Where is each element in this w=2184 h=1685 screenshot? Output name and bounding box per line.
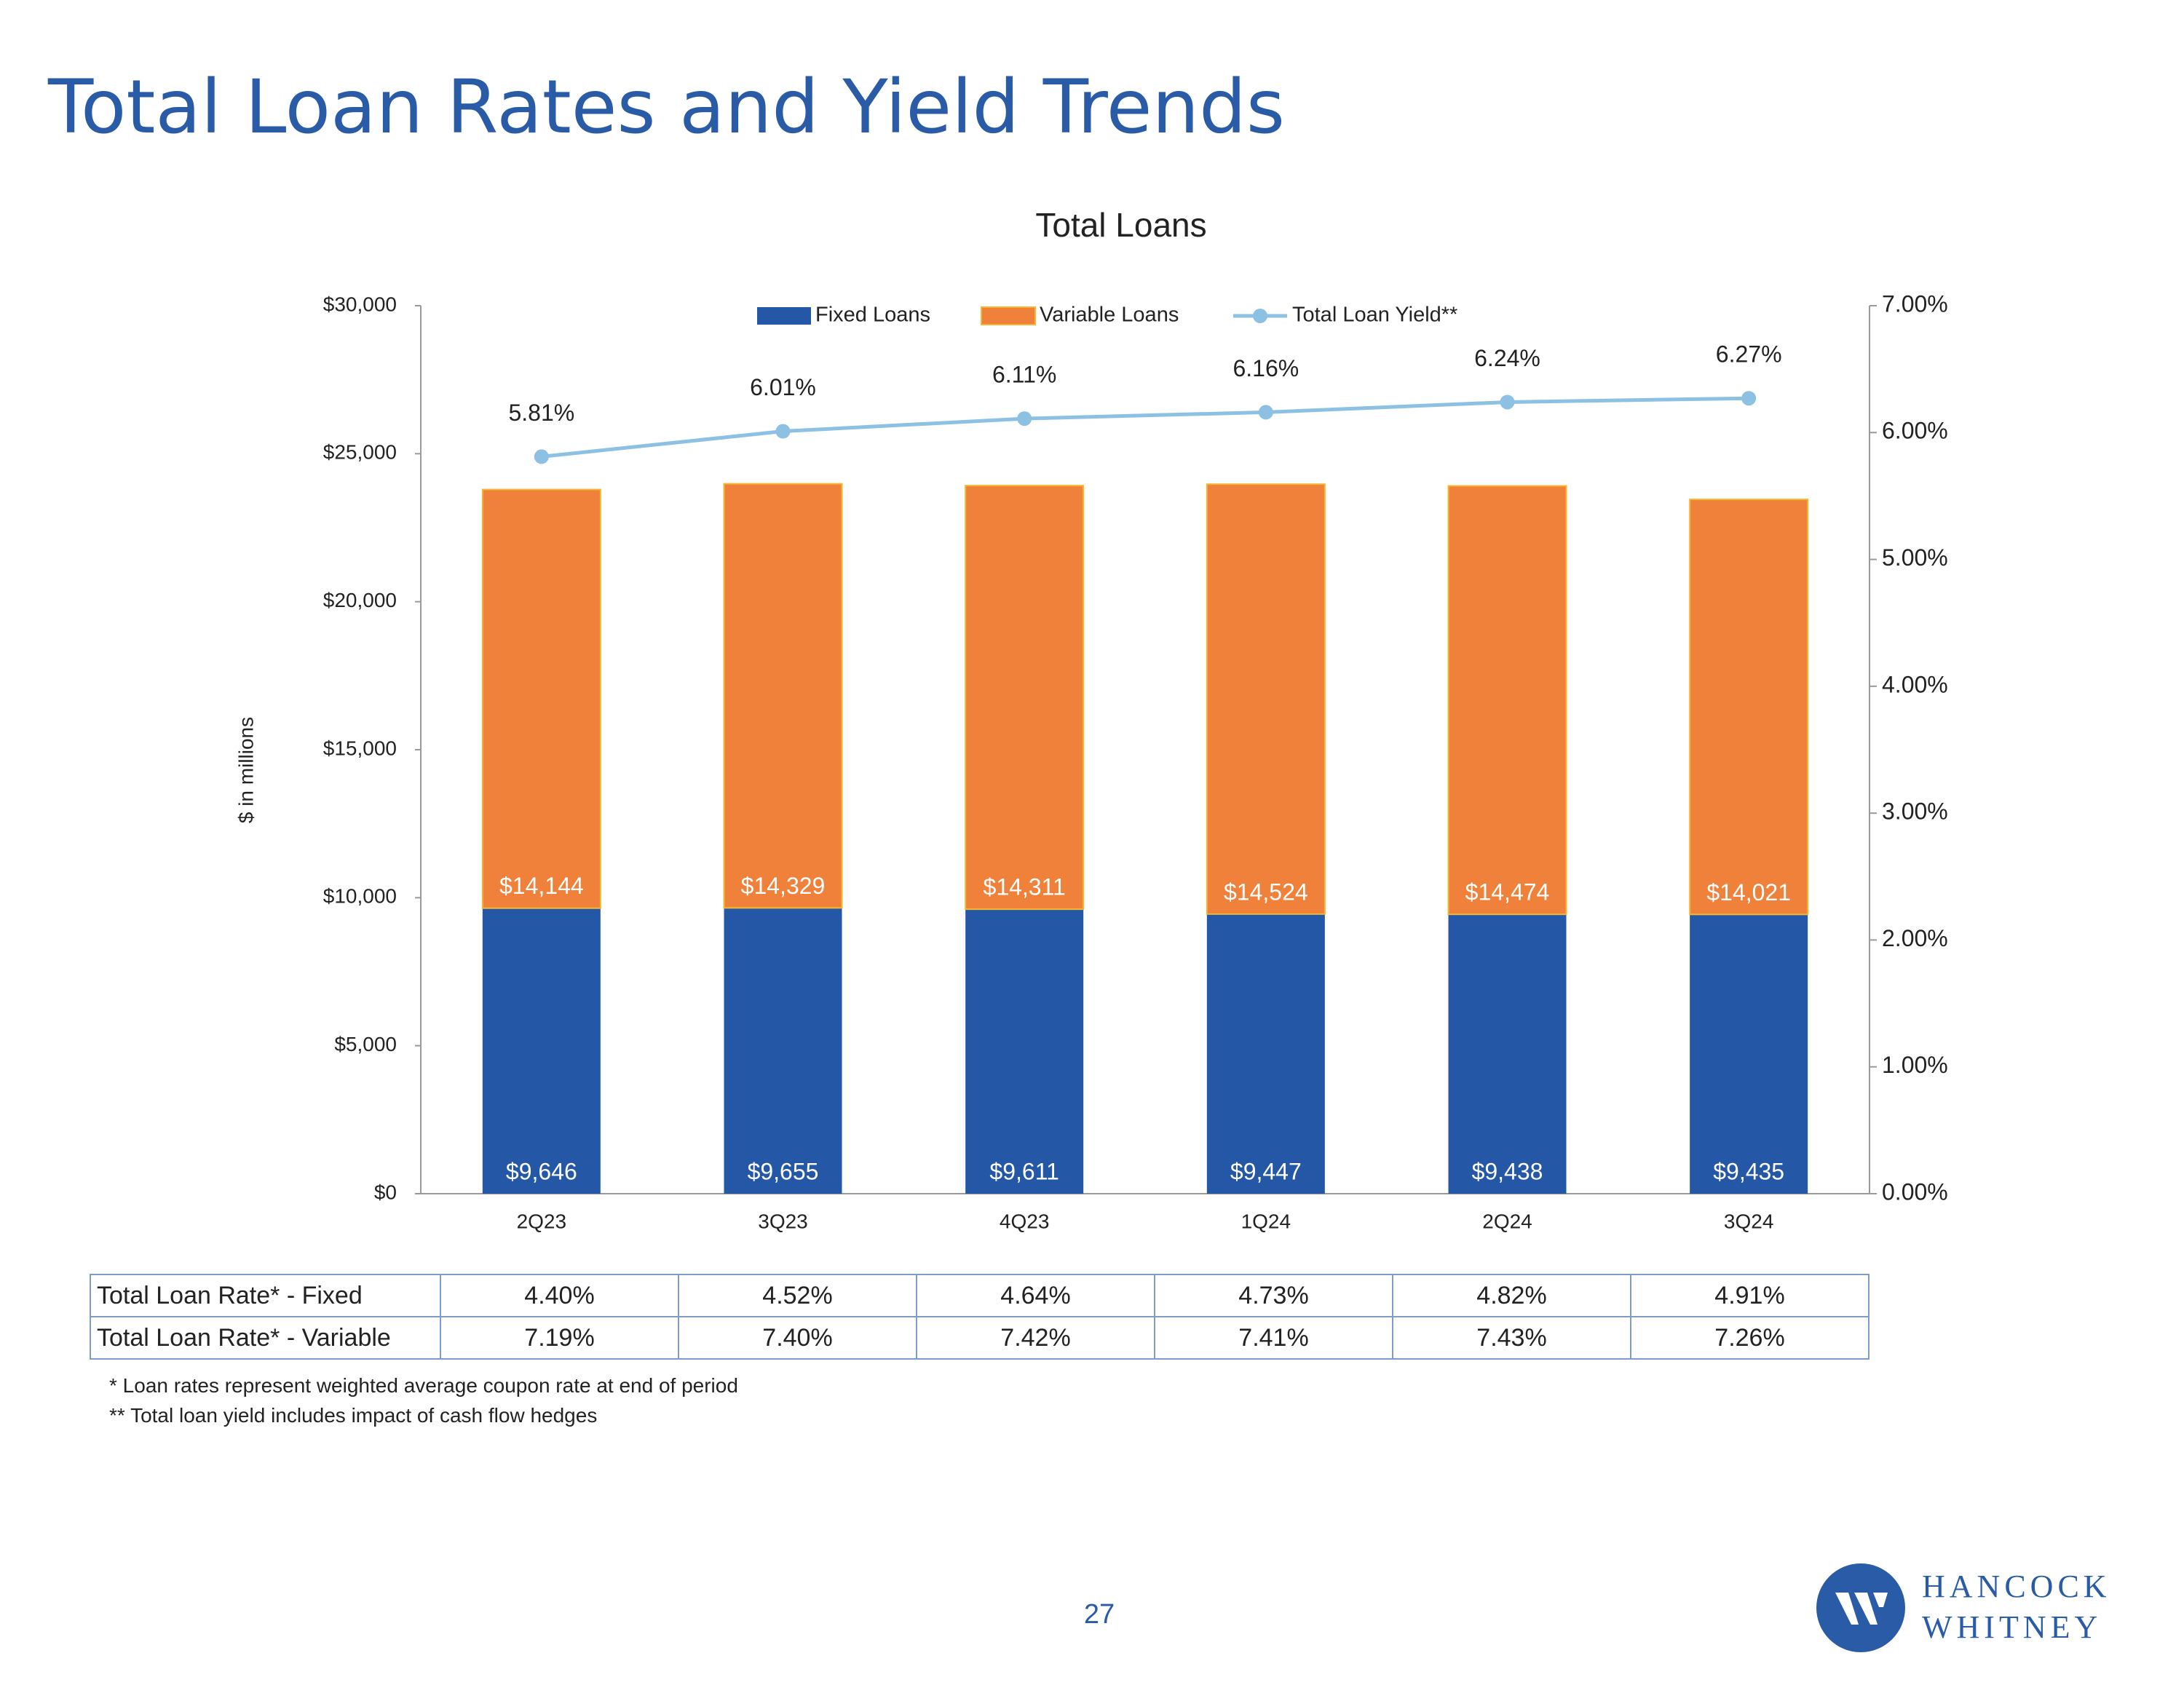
- y-tick-label: $30,000: [323, 293, 397, 315]
- rate-cell: 4.64%: [916, 1274, 1155, 1317]
- data-label-variable: $14,474: [1465, 879, 1550, 905]
- legend-swatch-fixed: [757, 307, 811, 325]
- page-number: 27: [1083, 1599, 1115, 1630]
- x-tick-label: 2Q24: [1482, 1210, 1532, 1232]
- y2-tick-label: 2.00%: [1882, 925, 1948, 951]
- total-loans-chart: Total Loans $0 $5,000 $10,000 $15,000 $20,000…: [234, 206, 1948, 1232]
- x-tick-label: 4Q23: [1000, 1210, 1050, 1232]
- logo-text-whitney: WHITNEY: [1922, 1609, 2102, 1645]
- rate-cell: 4.40%: [440, 1274, 679, 1317]
- legend-swatch-yield-marker: [1253, 309, 1267, 323]
- footnote-loan-rates: * Loan rates represent weighted average …: [109, 1374, 738, 1397]
- y2-tick-label: 4.00%: [1882, 671, 1948, 697]
- rate-cell: 7.40%: [678, 1316, 917, 1360]
- data-label-yield: 6.16%: [1233, 355, 1299, 381]
- total-loan-yield-point: [534, 449, 549, 464]
- bar-variable-loans: [965, 485, 1085, 911]
- y2-tick-label: 0.00%: [1882, 1178, 1948, 1205]
- x-tick-label: 1Q24: [1241, 1210, 1291, 1232]
- y2-tick-label: 3.00%: [1882, 798, 1948, 825]
- x-tick-label: 2Q23: [517, 1210, 567, 1232]
- chart-title: Total Loans: [1035, 206, 1206, 244]
- bar-fixed-loans: [1690, 914, 1808, 1194]
- data-label-yield: 6.24%: [1474, 345, 1540, 371]
- y-tick-label: $5,000: [334, 1033, 397, 1055]
- y-tick-label: $25,000: [323, 441, 397, 464]
- x-tick-label: 3Q23: [758, 1210, 808, 1232]
- table-row: Total Loan Rate* - Variable 7.19% 7.40% 7.4…: [90, 1316, 1870, 1360]
- page-title: Total Loan Rates and Yield Trends: [48, 64, 1285, 151]
- hancock-whitney-logo: HANCOCK WHITNEY: [1816, 1563, 2122, 1658]
- logo-mark-icon: [1816, 1563, 1905, 1652]
- data-label-fixed: $9,646: [506, 1158, 577, 1184]
- total-loan-yield-point: [775, 424, 791, 439]
- data-label-variable: $14,144: [499, 873, 584, 899]
- y2-tick-label: 1.00%: [1882, 1052, 1948, 1078]
- bar-variable-loans: [1447, 485, 1567, 916]
- data-label-fixed: $9,611: [989, 1158, 1059, 1184]
- bar-fixed-loans: [482, 908, 601, 1194]
- bar-variable-loans: [723, 483, 843, 909]
- y-tick-label: $0: [374, 1181, 397, 1203]
- y2-tick-label: 6.00%: [1882, 418, 1948, 444]
- logo-text-hancock: HANCOCK: [1922, 1569, 2111, 1604]
- legend-label-variable: Variable Loans: [1040, 304, 1179, 327]
- loan-rates-table: Total Loan Rate* - Fixed 4.40% 4.52% 4.64% 4…: [90, 1274, 1870, 1360]
- x-tick-label: 3Q24: [1724, 1210, 1774, 1232]
- y2-tick-label: 5.00%: [1882, 544, 1948, 571]
- legend-label-yield: Total Loan Yield**: [1292, 304, 1457, 327]
- bar-fixed-loans: [724, 908, 842, 1194]
- rate-cell: 4.73%: [1154, 1274, 1393, 1317]
- y-tick-label: $15,000: [323, 737, 397, 759]
- bar-fixed-loans: [1448, 914, 1567, 1194]
- data-label-fixed: $9,447: [1230, 1158, 1302, 1184]
- bar-variable-loans: [1689, 499, 1809, 916]
- data-label-yield: 6.27%: [1716, 341, 1782, 368]
- rate-cell: 7.19%: [440, 1316, 679, 1360]
- data-label-variable: $14,329: [741, 873, 826, 899]
- bar-fixed-loans: [965, 909, 1084, 1194]
- y-tick-label: $10,000: [323, 885, 397, 908]
- legend-label-fixed: Fixed Loans: [815, 304, 930, 327]
- footnote-loan-yield: ** Total loan yield includes impact of c…: [109, 1404, 598, 1427]
- data-label-yield: 6.11%: [992, 362, 1056, 388]
- row-label: Total Loan Rate* - Fixed: [90, 1274, 441, 1317]
- y-axis-title: $ in millions: [234, 717, 257, 823]
- data-label-variable: $14,524: [1224, 879, 1308, 905]
- total-loan-yield-point: [1017, 411, 1032, 427]
- total-loan-yield-point: [1258, 405, 1273, 420]
- total-loan-yield-point: [1741, 391, 1757, 406]
- y-tick-label: $20,000: [323, 589, 397, 611]
- rate-cell: 4.91%: [1630, 1274, 1870, 1317]
- rate-cell: 7.26%: [1630, 1316, 1870, 1360]
- total-loan-yield-line: [541, 396, 1749, 459]
- table-row: Total Loan Rate* - Fixed 4.40% 4.52% 4.64% 4…: [90, 1274, 1870, 1317]
- bar-variable-loans: [481, 488, 601, 909]
- bar-variable-loans: [1206, 483, 1326, 915]
- total-loan-yield-point: [1500, 395, 1515, 410]
- data-label-fixed: $9,438: [1472, 1158, 1543, 1184]
- bar-fixed-loans: [1206, 913, 1325, 1194]
- row-label: Total Loan Rate* - Variable: [90, 1316, 441, 1360]
- data-label-variable: $14,311: [984, 874, 1066, 900]
- rate-cell: 7.43%: [1392, 1316, 1631, 1360]
- data-label-yield: 5.81%: [508, 400, 574, 426]
- rate-cell: 7.41%: [1154, 1316, 1393, 1360]
- data-label-variable: $14,021: [1706, 879, 1791, 905]
- rate-cell: 4.82%: [1392, 1274, 1631, 1317]
- y2-tick-label: 7.00%: [1882, 290, 1948, 317]
- rate-cell: 7.42%: [916, 1316, 1155, 1360]
- rate-cell: 4.52%: [678, 1274, 917, 1317]
- legend-swatch-variable: [981, 306, 1036, 325]
- data-label-yield: 6.01%: [750, 374, 816, 400]
- data-label-fixed: $9,655: [748, 1158, 819, 1184]
- data-label-fixed: $9,435: [1713, 1158, 1784, 1184]
